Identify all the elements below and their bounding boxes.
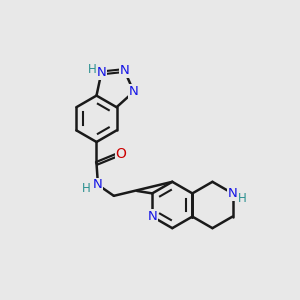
Text: O: O bbox=[116, 147, 126, 161]
Text: N: N bbox=[228, 187, 237, 200]
Text: N: N bbox=[96, 66, 106, 80]
Text: H: H bbox=[82, 182, 91, 195]
Text: N: N bbox=[93, 178, 103, 191]
Text: H: H bbox=[238, 192, 246, 205]
Text: H: H bbox=[87, 63, 96, 76]
Text: N: N bbox=[147, 210, 157, 223]
Text: N: N bbox=[119, 64, 129, 77]
Text: N: N bbox=[129, 85, 139, 98]
